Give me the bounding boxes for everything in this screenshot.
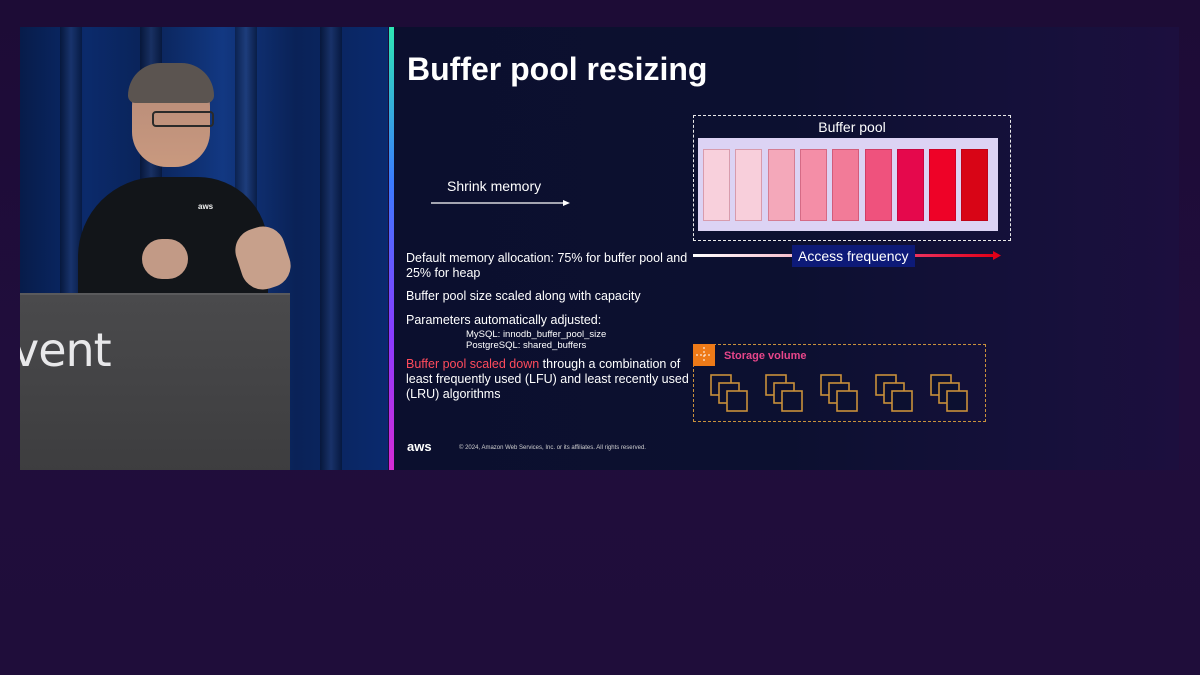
bullet-memory-allocation: Default memory allocation: 75% for buffe… [406, 251, 688, 280]
volume-stack-icon [875, 374, 913, 412]
storage-volume-icon [693, 344, 715, 366]
buffer-pool-block [703, 149, 730, 221]
bullet-rest: through a combination of least frequentl… [406, 357, 689, 401]
curtain-fold [320, 27, 342, 470]
bullet-parameters: Parameters automatically adjusted: [406, 313, 602, 327]
shrink-memory-label: Shrink memory [447, 178, 542, 194]
speaker-hand-left [142, 239, 188, 279]
access-frequency-label: Access frequency [792, 245, 915, 267]
podium: vent [20, 293, 290, 470]
buffer-pool-block [832, 149, 860, 221]
storage-volume-box: Storage volume [693, 344, 986, 422]
buffer-pool-block [864, 149, 892, 221]
buffer-pool-blocks [698, 138, 998, 231]
slide-accent-bar [389, 27, 394, 470]
presentation-slide: Buffer pool resizing Shrink memory Buffe… [389, 27, 1179, 470]
buffer-pool-block [767, 149, 795, 221]
podium-event-text: vent [20, 323, 112, 377]
param-mysql: MySQL: innodb_buffer_pool_size [466, 329, 607, 340]
param-postgresql: PostgreSQL: shared_buffers [466, 340, 587, 351]
slide-title: Buffer pool resizing [407, 51, 708, 87]
buffer-pool-block [896, 149, 924, 221]
volume-stack-icon [820, 374, 858, 412]
shirt-logo: aws [198, 202, 214, 211]
volume-stack-icon [930, 374, 968, 412]
volume-stack-icon [710, 374, 748, 412]
volume-stack-icon [765, 374, 803, 412]
bullet-pool-scaling: Buffer pool size scaled along with capac… [406, 289, 641, 303]
aws-logo: aws [407, 439, 432, 454]
buffer-pool-block [929, 149, 957, 221]
shrink-arrow-icon [431, 200, 570, 206]
speaker-glasses [152, 111, 214, 127]
copyright-text: © 2024, Amazon Web Services, Inc. or its… [459, 445, 646, 451]
buffer-pool-box: Buffer pool [693, 115, 1011, 241]
bullet-highlight: Buffer pool scaled down [406, 357, 540, 371]
buffer-pool-label: Buffer pool [818, 119, 886, 135]
speaker-video: aws vent [20, 27, 388, 470]
storage-volume-label: Storage volume [724, 350, 807, 362]
buffer-pool-block [735, 149, 763, 221]
bullet-scaled-down: Buffer pool scaled down through a combin… [406, 357, 696, 402]
buffer-pool-block [799, 149, 827, 221]
buffer-pool-block [961, 149, 989, 221]
speaker-hair [128, 63, 214, 103]
